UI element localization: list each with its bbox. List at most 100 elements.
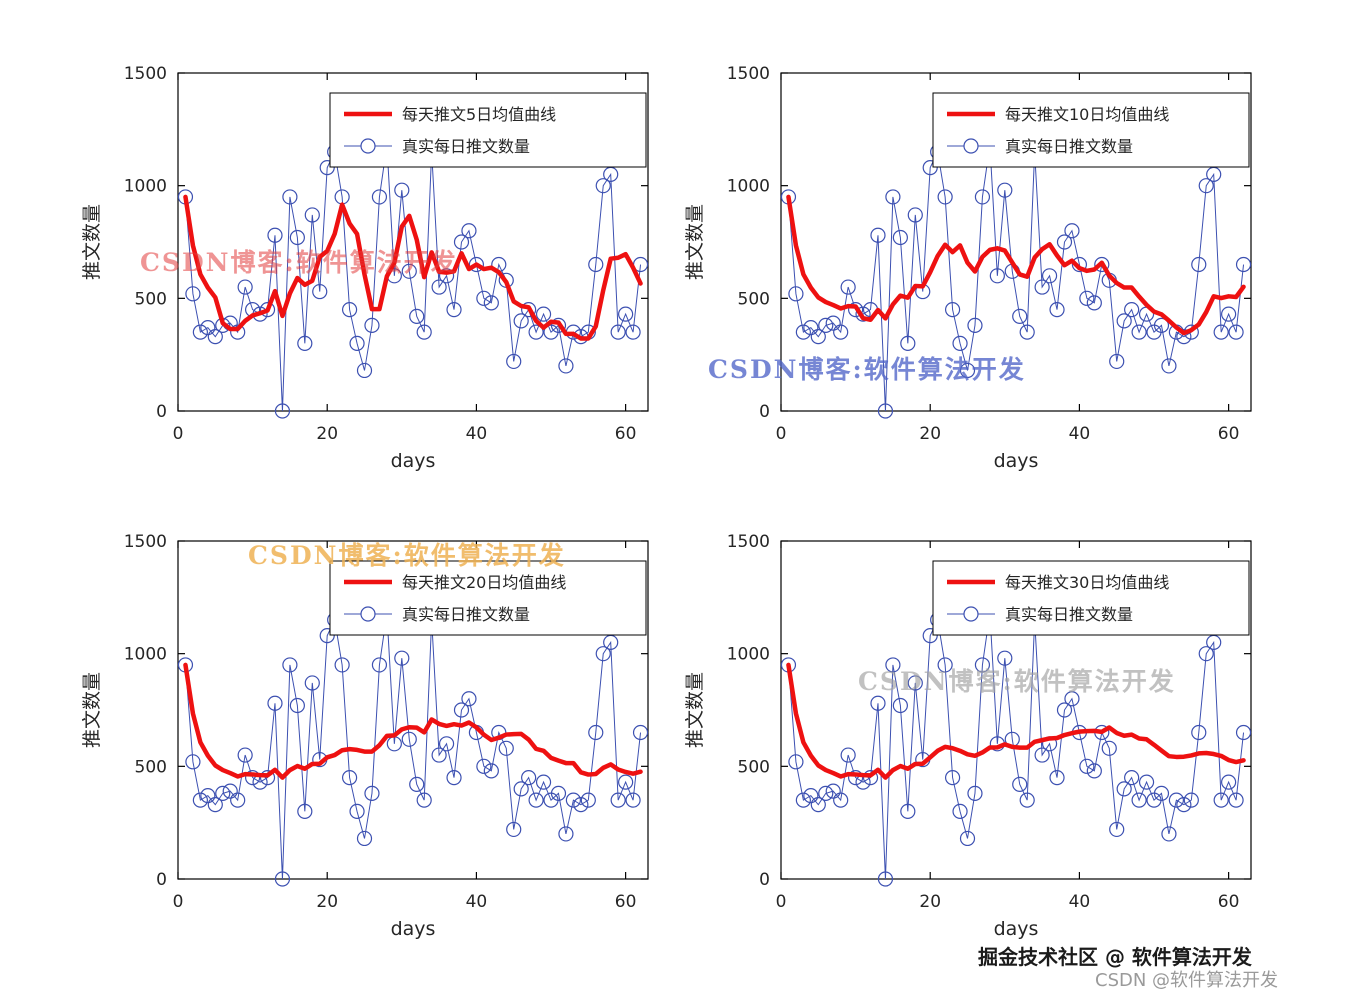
- raw-daily-marker: [349, 335, 365, 351]
- raw-daily-marker: [618, 774, 634, 790]
- raw-daily-marker: [1049, 769, 1065, 786]
- raw-daily-marker: [401, 263, 417, 279]
- raw-daily-marker: [319, 160, 335, 176]
- x-tick-label: 40: [466, 424, 488, 444]
- raw-daily-marker: [810, 329, 826, 345]
- x-axis-label: days: [391, 918, 436, 940]
- legend-box: [932, 560, 1250, 636]
- raw-daily-marker: [230, 324, 246, 340]
- raw-daily-marker: [1116, 313, 1132, 329]
- raw-daily-marker: [625, 792, 641, 808]
- raw-daily-marker: [952, 335, 968, 351]
- raw-daily-line: [184, 145, 642, 412]
- raw-daily-line: [787, 145, 1245, 412]
- raw-daily-marker: [192, 324, 208, 340]
- raw-daily-marker: [207, 329, 223, 345]
- raw-daily-marker: [1012, 776, 1028, 792]
- raw-daily-marker: [297, 335, 313, 351]
- raw-daily-marker: [237, 279, 253, 295]
- legend-raw-label: 真实每日推文数量: [402, 137, 530, 156]
- raw-daily-marker: [431, 747, 447, 763]
- raw-daily-marker: [818, 317, 834, 333]
- raw-daily-marker: [997, 650, 1013, 666]
- raw-daily-marker: [521, 769, 537, 786]
- raw-daily-marker: [558, 358, 574, 374]
- y-tick-label: 1500: [124, 64, 167, 84]
- legend-box: [932, 92, 1250, 168]
- x-tick-label: 60: [615, 892, 637, 912]
- x-tick-label: 20: [919, 892, 941, 912]
- raw-daily-marker: [230, 792, 246, 808]
- raw-daily-marker: [282, 189, 298, 205]
- raw-daily-marker: [885, 189, 901, 205]
- raw-daily-marker: [892, 697, 908, 714]
- y-tick-label: 0: [156, 870, 167, 890]
- raw-daily-marker: [1221, 306, 1237, 322]
- y-tick-label: 500: [738, 289, 770, 309]
- raw-daily-marker: [1079, 290, 1095, 306]
- raw-daily-marker: [1131, 324, 1147, 340]
- raw-daily-marker: [937, 189, 953, 205]
- chart-3: 0 20 40 60 0 500 1000 1500 days 推文数量 每天推文20日均值曲线真实…: [81, 532, 649, 940]
- raw-daily-marker: [1161, 358, 1177, 374]
- raw-daily-marker: [833, 324, 849, 340]
- raw-daily-marker: [922, 628, 938, 644]
- raw-daily-marker: [245, 769, 261, 786]
- raw-daily-marker: [1198, 646, 1214, 662]
- raw-daily-marker: [632, 724, 649, 741]
- raw-daily-marker: [1228, 792, 1244, 808]
- raw-daily-marker: [565, 792, 581, 808]
- raw-daily-marker: [1064, 223, 1080, 239]
- legend-ma-label: 每天推文5日均值曲线: [402, 105, 556, 124]
- raw-daily-marker: [855, 306, 871, 322]
- y-axis-label: 推文数量: [684, 204, 706, 280]
- raw-daily-marker: [877, 871, 894, 887]
- raw-daily-marker: [304, 675, 320, 691]
- raw-daily-marker: [200, 320, 216, 336]
- raw-daily-marker: [974, 657, 991, 673]
- raw-daily-marker: [274, 403, 291, 419]
- raw-daily-marker: [341, 302, 358, 318]
- raw-daily-marker: [521, 302, 537, 318]
- raw-daily-marker: [1064, 691, 1080, 707]
- raw-daily-marker: [1109, 353, 1125, 370]
- raw-daily-marker: [371, 657, 388, 673]
- raw-daily-marker: [1094, 256, 1110, 273]
- raw-daily-marker: [900, 335, 916, 351]
- raw-daily-marker: [1086, 295, 1102, 311]
- raw-daily-marker: [528, 792, 544, 808]
- y-axis-label: 推文数量: [684, 672, 706, 748]
- y-tick-label: 500: [135, 757, 167, 777]
- raw-daily-marker: [483, 763, 499, 779]
- raw-daily-marker: [535, 774, 552, 790]
- raw-daily-marker: [907, 207, 923, 223]
- raw-daily-marker: [528, 324, 544, 340]
- raw-daily-line: [184, 613, 642, 880]
- raw-daily-marker: [558, 826, 574, 842]
- raw-daily-marker: [944, 769, 961, 786]
- raw-daily-marker: [877, 403, 894, 419]
- raw-daily-marker: [1138, 774, 1155, 790]
- legend-raw-label: 真实每日推文数量: [1005, 137, 1133, 156]
- moving-average-line: [183, 662, 643, 780]
- raw-daily-marker: [870, 695, 886, 711]
- y-tick-label: 0: [156, 402, 167, 422]
- raw-daily-marker: [595, 646, 611, 662]
- raw-daily-marker: [506, 821, 522, 838]
- raw-daily-marker: [319, 628, 335, 644]
- x-tick-label: 20: [919, 424, 941, 444]
- raw-daily-marker: [550, 317, 567, 333]
- raw-daily-marker: [610, 324, 626, 340]
- raw-daily-marker: [803, 320, 819, 336]
- x-axis-label: days: [391, 450, 436, 472]
- raw-daily-marker: [862, 769, 879, 786]
- raw-daily-marker: [498, 740, 514, 756]
- raw-daily-marker: [185, 286, 201, 302]
- raw-daily-marker: [580, 792, 596, 808]
- raw-daily-marker: [833, 792, 849, 808]
- raw-daily-marker: [401, 731, 417, 747]
- moving-average-line: [786, 662, 1246, 780]
- raw-daily-marker: [483, 295, 499, 311]
- raw-daily-marker: [1191, 724, 1207, 741]
- raw-daily-marker: [907, 675, 923, 691]
